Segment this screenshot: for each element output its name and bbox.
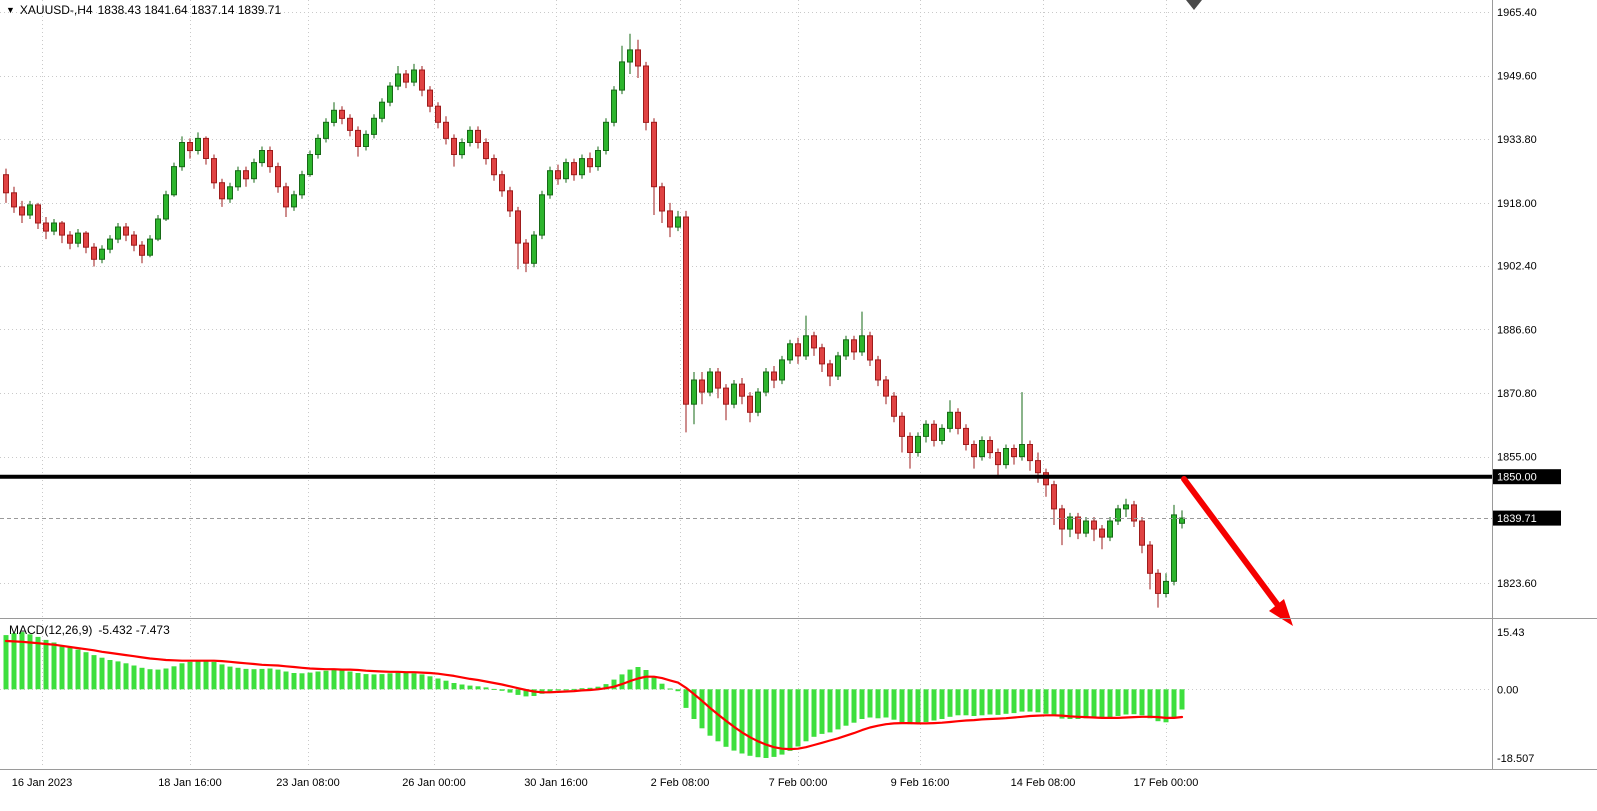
time-tick-label: 9 Feb 16:00 (891, 777, 950, 789)
chart-title: ▼ XAUUSD-,H4 1838.43 1841.64 1837.14 183… (6, 3, 281, 17)
macd-tick-label: -18.507 (1497, 753, 1534, 765)
chart-shift-marker-icon[interactable] (1186, 0, 1202, 10)
price-tick-label: 1855.00 (1497, 452, 1537, 464)
time-tick-label: 26 Jan 00:00 (402, 777, 466, 789)
candlestick-series (3, 33, 1185, 608)
macd-histogram (3, 632, 1185, 758)
time-tick-label: 16 Jan 2023 (12, 777, 73, 789)
symbol-dropdown-icon[interactable]: ▼ (6, 4, 15, 15)
price-tick-label: 1823.60 (1497, 578, 1537, 590)
time-tick-label: 18 Jan 16:00 (158, 777, 222, 789)
macd-tick-label: 0.00 (1497, 684, 1518, 696)
time-tick-label: 7 Feb 00:00 (769, 777, 828, 789)
time-axis[interactable]: 16 Jan 2023 18 Jan 16:00 23 Jan 08:00 26 Ja… (12, 777, 1199, 789)
macd-indicator-label: MACD(12,26,9) -5.432 -7.473 (9, 623, 170, 637)
current-price-badge: 1839.71 (1493, 510, 1561, 526)
price-tick-label: 1886.60 (1497, 324, 1537, 336)
grid-lines (0, 0, 1492, 768)
time-tick-label: 30 Jan 16:00 (524, 777, 588, 789)
macd-tick-label: 15.43 (1497, 627, 1525, 639)
time-tick-label: 14 Feb 08:00 (1011, 777, 1076, 789)
ohlc-values: 1838.43 1841.64 1837.14 1839.71 (97, 3, 282, 17)
time-tick-label: 2 Feb 08:00 (651, 777, 710, 789)
svg-text:1850.00: 1850.00 (1497, 472, 1537, 484)
price-tick-label: 1902.40 (1497, 261, 1537, 273)
macd-signal-line (4, 639, 1184, 751)
time-tick-label: 23 Jan 08:00 (276, 777, 340, 789)
price-tick-label: 1933.80 (1497, 134, 1537, 146)
panel-separators (0, 0, 1597, 770)
price-tick-label: 1949.60 (1497, 71, 1537, 83)
macd-values: -5.432 -7.473 (98, 623, 170, 637)
macd-name: MACD(12,26,9) (9, 623, 93, 637)
hline-price-badge: 1850.00 (1493, 469, 1561, 485)
symbol-label: XAUUSD-,H4 (19, 3, 93, 17)
price-axis[interactable]: 1965.40 1949.60 1933.80 1918.00 1902.40 1886.… (1497, 7, 1537, 765)
price-tick-label: 1870.80 (1497, 388, 1537, 400)
price-tick-label: 1965.40 (1497, 7, 1537, 19)
svg-text:1839.71: 1839.71 (1497, 513, 1537, 525)
time-tick-label: 17 Feb 00:00 (1134, 777, 1199, 789)
trend-arrow-object[interactable] (1181, 476, 1293, 626)
price-tick-label: 1918.00 (1497, 198, 1537, 210)
